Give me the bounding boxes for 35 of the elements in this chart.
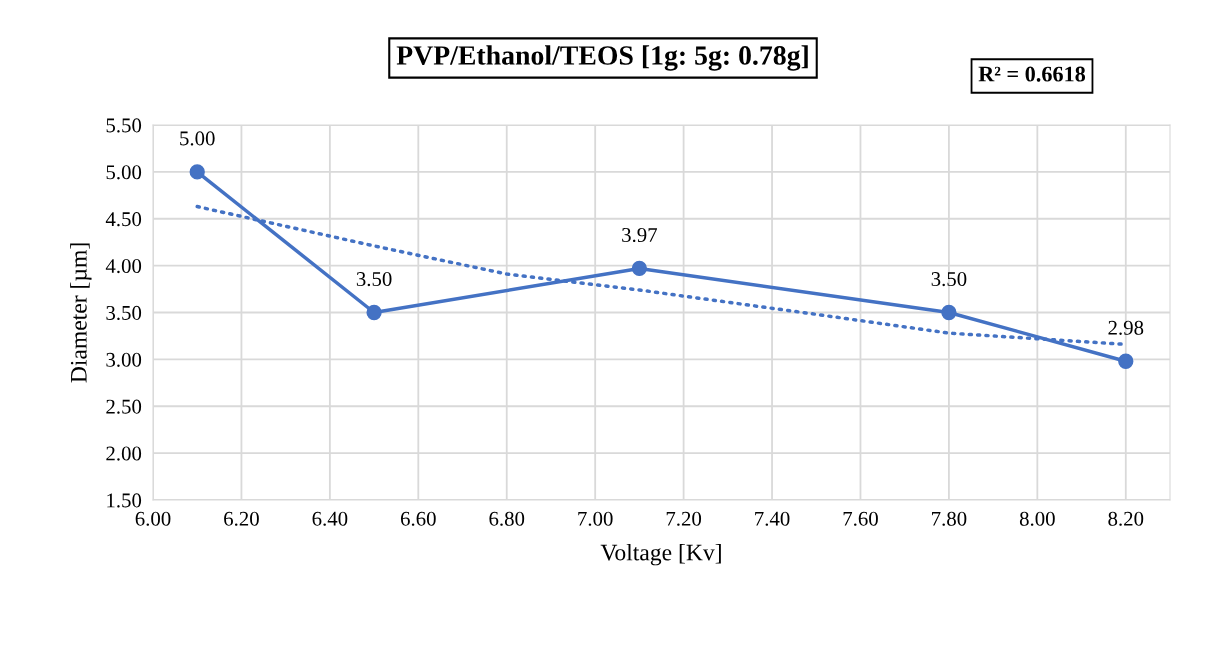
point: [189, 164, 205, 180]
x-tick-label: 7.80: [932, 511, 967, 526]
y-tick-label: 3.50: [106, 305, 142, 321]
point: [1118, 353, 1134, 369]
data-label: 2.98: [1108, 320, 1144, 335]
x-tick-label: 6.80: [489, 511, 525, 526]
x-tick-label: 7.60: [843, 511, 878, 526]
x-tick-label: 8.20: [1108, 511, 1144, 526]
point: [366, 304, 382, 321]
x-tick-label: 6.40: [312, 511, 348, 526]
x-tick-label: 8.00: [1019, 511, 1055, 526]
x-tick-label: 7.40: [755, 511, 790, 526]
data-label: 3.97: [622, 227, 658, 243]
y-tick-label: 2.00: [106, 446, 142, 461]
text: R² = 0.6618: [978, 66, 1086, 82]
data-label: 5.00: [180, 131, 215, 146]
data-label: 3.50: [356, 271, 392, 287]
y-tick-label: 4.50: [105, 212, 142, 227]
data-label: 3.50: [931, 271, 967, 287]
y-tick-label: 2.50: [106, 399, 142, 414]
x-tick-label: 6.20: [224, 511, 259, 526]
x-axis-title: Voltage [Kv]: [600, 543, 721, 566]
chart-title: PVP/Ethanol/TEOS [1g: 5g: 0.78g]: [396, 45, 808, 71]
point: [631, 260, 648, 277]
y-tick-label: 5.00: [106, 165, 142, 180]
x-tick-label: 7.00: [578, 511, 613, 526]
y-axis-title: Diameter [µm]: [70, 243, 92, 383]
x-tick-label: 6.00: [135, 511, 171, 526]
y-tick-label: 4.00: [105, 259, 142, 274]
x-tick-label: 7.20: [666, 511, 702, 526]
y-tick-label: 1.50: [107, 493, 142, 508]
x-tick-label: 6.60: [400, 511, 436, 526]
y-tick-label: 5.50: [106, 118, 142, 133]
y-tick-label: 3.00: [106, 352, 142, 367]
point: [941, 304, 957, 321]
